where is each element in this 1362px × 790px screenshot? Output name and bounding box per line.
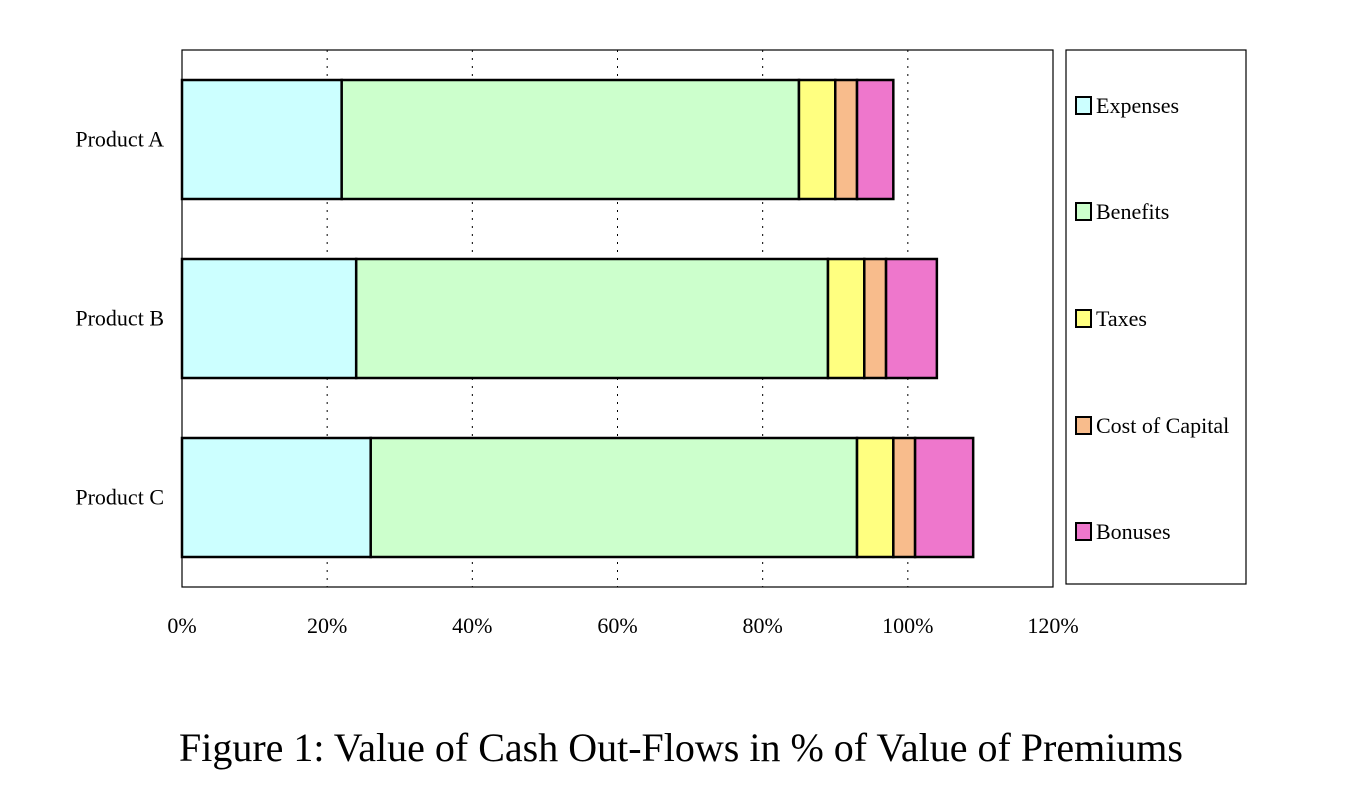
legend-swatch	[1075, 202, 1092, 221]
x-tick-label: 60%	[597, 613, 637, 638]
bar-segment-benefits	[354, 257, 830, 380]
legend-label: Benefits	[1096, 199, 1169, 224]
bar-segment-bonuses	[913, 436, 975, 559]
legend-label: Bonuses	[1096, 519, 1171, 544]
bar-segment-cost-of-capital	[892, 436, 917, 559]
legend-label: Expenses	[1096, 93, 1179, 118]
category-label: Product C	[75, 485, 164, 510]
bar-segment-cost-of-capital	[863, 257, 888, 380]
legend-swatch	[1075, 522, 1092, 541]
x-tick-label: 0%	[167, 613, 196, 638]
bar-segment-bonuses	[884, 257, 939, 380]
figure-caption: Figure 1: Value of Cash Out-Flows in % o…	[178, 725, 1183, 770]
bar-segment-taxes	[826, 257, 866, 380]
stacked-bar-chart: Product A Product B Product C 0% 20% 40% 60% 8…	[75, 49, 1247, 638]
x-tick-label: 20%	[307, 613, 347, 638]
bar-segment-expenses	[180, 78, 343, 201]
bar-segment-expenses	[180, 257, 358, 380]
bars	[180, 78, 975, 559]
x-tick-label: 120%	[1027, 613, 1078, 638]
x-tick-label: 100%	[882, 613, 933, 638]
legend-frame	[1065, 49, 1247, 585]
legend-label: Taxes	[1096, 306, 1147, 331]
bar-segment-benefits	[340, 78, 801, 201]
legend-swatch	[1075, 96, 1092, 115]
category-label: Product A	[75, 127, 164, 152]
bar-segment-bonuses	[855, 78, 895, 201]
bar-segment-taxes	[855, 436, 895, 559]
x-axis-tick-labels: 0% 20% 40% 60% 80% 100% 120%	[167, 613, 1078, 638]
legend-swatch	[1075, 309, 1092, 328]
bar-segment-expenses	[180, 436, 372, 559]
legend: Expenses Benefits Taxes Cost of Capital Bonu…	[1075, 93, 1229, 544]
bar-segment-benefits	[369, 436, 859, 559]
category-label: Product B	[75, 306, 164, 331]
x-tick-label: 40%	[452, 613, 492, 638]
legend-label: Cost of Capital	[1096, 413, 1229, 438]
y-axis-category-labels: Product A Product B Product C	[75, 127, 164, 510]
bar-segment-cost-of-capital	[834, 78, 859, 201]
x-tick-label: 80%	[743, 613, 783, 638]
bar-segment-taxes	[797, 78, 837, 201]
legend-swatch	[1075, 416, 1092, 435]
